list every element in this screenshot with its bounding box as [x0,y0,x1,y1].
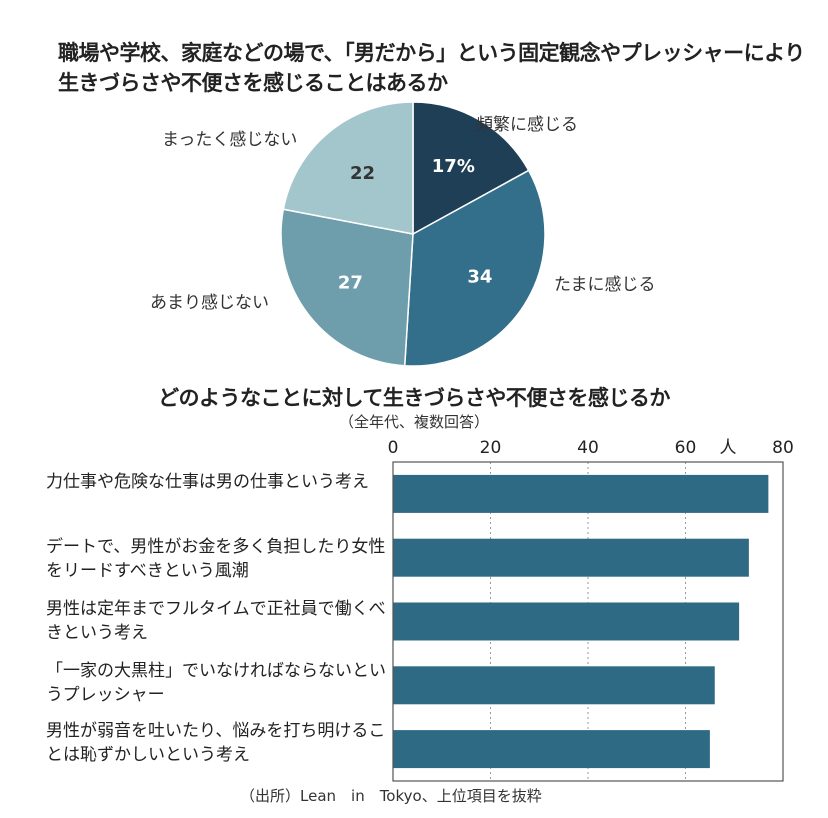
source-note: （出所）Lean in Tokyo、上位項目を抜粋 [240,787,542,805]
bar [393,538,749,577]
bar [393,474,769,513]
bar-category-label: 男性が弱音を吐いたり、悩みを打ち明けることは恥ずかしいという考え [46,721,386,765]
pie-slice [412,101,530,236]
bar-category-label: 男性は定年までフルタイムで正社員で働くべきという考え [46,599,386,643]
pie-slice-value-label: 27 [338,273,363,294]
pie-slice [403,169,546,367]
bar-plot-frame [392,461,784,782]
pie-slice-value-label: 22 [350,163,375,184]
pie-legend-label-frequent: 頻繁に感じる [476,115,578,135]
bar-x-tick-label: 0 [388,438,399,458]
bar-x-tick-label: 80 [772,438,794,458]
bar-chart-title: どのようなことに対して生きづらさや不便さを感じるか [158,386,670,410]
pie-slice [282,101,414,235]
bar-gridlines [490,462,686,781]
bar-series [393,474,769,769]
pie-chart-title: 職場や学校、家庭などの場で、「男だから」という固定観念やプレッシャーにより生きづ… [58,41,805,95]
bar-category-label: デートで、男性がお金を多く負担したり女性をリードすべきという風潮 [46,537,386,581]
pie-legend-label-sometimes: たまに感じる [554,275,656,295]
bar [393,666,715,705]
bar-unit-label: 人 [720,438,737,458]
bar-x-tick-label: 60 [675,438,697,458]
bar-x-tick-labels: 0 20 40 60 80 [388,438,794,458]
pie-slice-value-label: 34 [467,266,492,287]
pie-legend-label-rarely: あまり感じない [150,293,269,313]
pie-slices: 17% 34 27 22 [280,101,546,367]
pie-legend-label-never: まったく感じない [162,130,298,150]
bar-x-tick-label: 40 [577,438,599,458]
bar-category-label: 「一家の大黒柱」でいなければならないというプレッシャー [46,661,386,705]
bar-chart-subtitle: （全年代、複数回答） [338,413,489,431]
pie-slice-value-label: 17% [432,156,475,177]
bar-category-label: 力仕事や危険な仕事は男の仕事という考え [46,472,369,492]
bar [393,602,740,641]
bar-x-tick-label: 20 [480,438,502,458]
bar [393,730,710,769]
pie-slice [280,208,414,367]
